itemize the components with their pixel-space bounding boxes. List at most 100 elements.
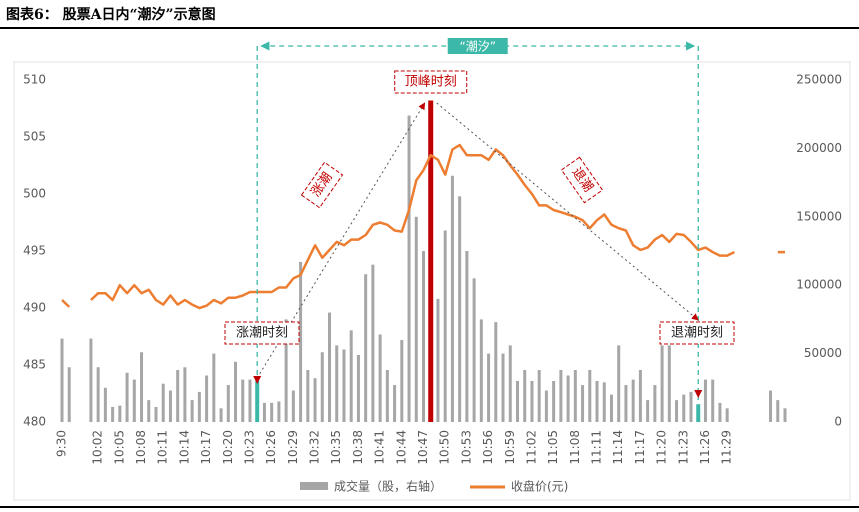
volume-bar [624, 385, 628, 422]
volume-bar [494, 322, 498, 422]
x-tick-label: 10:41 [373, 430, 387, 465]
annotation-box [659, 321, 735, 345]
x-tick-label: 10:29 [286, 430, 300, 465]
volume-bar [306, 370, 310, 422]
annotation-box [224, 321, 300, 345]
volume-bar [168, 390, 172, 422]
plot-frame [13, 61, 851, 501]
volume-bar [226, 385, 230, 422]
legend-swatch [300, 482, 328, 490]
y-tick-label: 495 [23, 244, 46, 258]
volume-bar [89, 338, 93, 422]
volume-bar [696, 404, 701, 422]
volume-bar [132, 379, 136, 422]
volume-bar [328, 312, 332, 422]
volume-bar [67, 367, 71, 422]
volume-bar [176, 370, 180, 422]
y2-tick-label: 150000 [796, 209, 842, 223]
y2-tick-label: 100000 [796, 278, 842, 292]
volume-bar [703, 379, 707, 422]
volume-bar [479, 319, 483, 422]
volume-bar [689, 391, 693, 422]
volume-bar [523, 370, 527, 422]
volume-bar [667, 345, 671, 422]
marker-tri [253, 376, 262, 384]
price-line [61, 143, 785, 310]
volume-bar [675, 400, 679, 422]
x-tick-label: 10:11 [156, 430, 170, 465]
volume-bar [342, 349, 346, 422]
x-tick-label: 10:17 [199, 430, 213, 465]
x-tick-label: 10:47 [416, 430, 430, 465]
volume-bar [277, 401, 281, 422]
volume-bar [299, 261, 303, 422]
volume-bar [393, 385, 397, 422]
legend-label: 成交量（股，右轴） [334, 479, 442, 494]
x-tick-label: 11:29 [720, 430, 734, 465]
tide-label: “潮汐” [460, 39, 496, 54]
volume-bar [248, 379, 252, 422]
y2-tick-label: 0 [834, 415, 842, 429]
volume-bar [291, 390, 295, 422]
volume-bar [270, 402, 274, 422]
x-tick-label: 10:38 [351, 430, 365, 465]
volume-bar [450, 175, 454, 422]
volume-bar [617, 345, 621, 422]
annotation-box [300, 161, 344, 209]
volume-bar [147, 400, 151, 422]
volume-bar [378, 334, 382, 422]
x-tick-label: 10:59 [503, 430, 517, 465]
volume-bar [769, 390, 773, 422]
volume-bar [653, 385, 657, 422]
volume-bar [443, 230, 447, 422]
volume-bar [60, 338, 64, 422]
volume-bar [458, 196, 462, 422]
volume-bar [161, 383, 165, 422]
chart-title: 图表6： 股票A日内“潮汐”示意图 [6, 6, 216, 23]
volume-bar [776, 400, 780, 422]
volume-bar [371, 264, 375, 422]
annotation-text: 涨潮时刻 [236, 326, 288, 341]
x-tick-label: 10:05 [112, 430, 126, 465]
volume-bar [783, 408, 787, 422]
volume-bar [205, 375, 209, 422]
volume-bar [241, 379, 245, 422]
annotation-box [394, 70, 468, 94]
volume-bar [255, 380, 260, 422]
tide-label-bg [447, 38, 508, 54]
x-tick-label: 11:05 [546, 430, 560, 465]
y-tick-label: 505 [23, 130, 46, 144]
volume-bar [588, 370, 592, 422]
volume-bar [573, 370, 577, 422]
y-tick-label: 510 [23, 73, 46, 87]
volume-bar [197, 391, 201, 422]
x-tick-label: 10:26 [264, 430, 278, 465]
volume-bar [400, 339, 404, 422]
volume-bar [465, 251, 469, 422]
volume-bar [349, 330, 353, 422]
annotation: 顶峰时刻 [394, 70, 468, 94]
volume-bar [284, 319, 288, 422]
volume-bar [111, 406, 115, 422]
volume-bar [544, 390, 548, 422]
volume-bar [552, 380, 556, 422]
volume-bar [103, 387, 107, 422]
volume-bar [646, 400, 650, 422]
volume-bar [118, 405, 122, 422]
volume-bar [183, 367, 187, 422]
volume-bar [725, 408, 729, 422]
volume-bar [609, 394, 613, 422]
rise-arrow [256, 102, 426, 379]
legend-label: 收盘价(元) [511, 479, 568, 494]
volume-bar [414, 216, 418, 422]
y2-tick-label: 250000 [796, 73, 842, 87]
annotation-text: 顶峰时刻 [405, 75, 457, 90]
volume-bar [595, 380, 599, 422]
volume-bar [125, 372, 129, 422]
annotation: 涨潮 [300, 161, 344, 209]
x-tick-label: 9:30 [55, 430, 69, 457]
y-tick-label: 490 [23, 301, 46, 315]
x-tick-label: 10:02 [91, 430, 105, 465]
volume-bar [356, 354, 360, 422]
